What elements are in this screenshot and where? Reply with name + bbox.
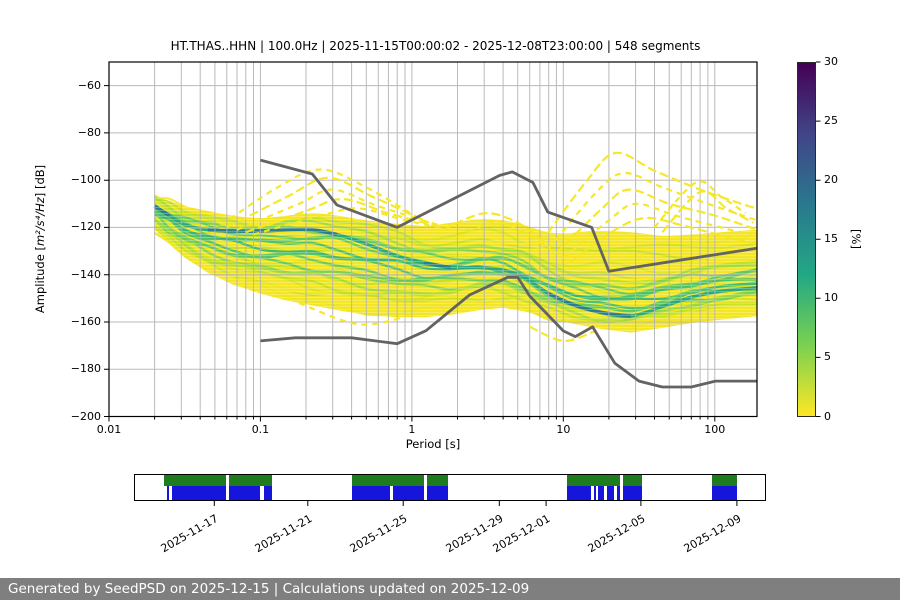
x-tick-label: 1 xyxy=(408,422,416,436)
y-axis-label-units: m²/s⁴/Hz xyxy=(33,197,47,247)
coverage-segment-blue xyxy=(263,485,272,500)
colorbar-tick-label: 10 xyxy=(824,291,838,305)
colorbar-tick-label: 5 xyxy=(824,350,831,364)
chart-title: HT.THAS..HHN | 100.0Hz | 2025-11-15T00:0… xyxy=(170,39,701,53)
footer-bar: Generated by SeedPSD on 2025-12-15 | Cal… xyxy=(0,578,900,600)
outlier-psd-curves xyxy=(220,151,757,343)
coverage-segment-blue xyxy=(171,485,226,500)
coverage-segment-green xyxy=(566,475,621,486)
x-tick-label: 0.1 xyxy=(251,422,270,436)
y-tick-label: −80 xyxy=(77,125,101,139)
x-tick-label: 10 xyxy=(556,422,571,436)
coverage-segment-blue xyxy=(352,485,391,500)
coverage-segment-green xyxy=(426,475,449,486)
colorbar xyxy=(797,62,816,417)
y-tick-label: −140 xyxy=(70,267,101,281)
low-noise-model-line xyxy=(260,275,757,389)
x-axis-label: Period [s] xyxy=(405,437,461,451)
coverage-segment-blue xyxy=(712,485,738,500)
ppsd-density xyxy=(153,194,757,333)
coverage-segment-blue xyxy=(598,485,605,500)
y-axis-label: Amplitude [m²/s⁴/Hz] [dB] xyxy=(33,165,47,313)
colorbar-label: [%] xyxy=(849,229,863,249)
colorbar-tick-label: 20 xyxy=(824,173,838,187)
y-axis-label-suffix: ] [dB] xyxy=(33,164,47,198)
y-tick-label: −60 xyxy=(77,78,101,92)
coverage-segment-blue xyxy=(426,485,449,500)
coverage-segment-blue xyxy=(228,485,261,500)
colorbar-tick-label: 25 xyxy=(824,114,838,128)
coverage-segment-green xyxy=(622,475,642,486)
axis-ticks xyxy=(104,61,821,422)
coverage-segment-green xyxy=(228,475,272,486)
coverage-segment-blue xyxy=(593,485,596,500)
coverage-segment-green xyxy=(352,475,424,486)
footer-text: Generated by SeedPSD on 2025-12-15 | Cal… xyxy=(8,581,530,597)
coverage-segment-blue xyxy=(606,485,615,500)
coverage-segment-green xyxy=(163,475,226,486)
coverage-segment-blue xyxy=(566,485,592,500)
colorbar-tick-label: 15 xyxy=(824,232,838,246)
coverage-segment-blue xyxy=(166,485,170,500)
timeline-ticks xyxy=(213,501,738,506)
coverage-timeline xyxy=(134,474,766,501)
y-tick-label: −200 xyxy=(70,409,101,423)
high-noise-model-line xyxy=(260,158,757,273)
y-tick-label: −160 xyxy=(70,314,101,328)
x-tick-label: 100 xyxy=(704,422,726,436)
coverage-segment-blue xyxy=(393,485,424,500)
y-tick-label: −100 xyxy=(70,173,101,187)
y-axis-label-prefix: Amplitude [ xyxy=(33,246,47,314)
y-tick-label: −120 xyxy=(70,220,101,234)
y-tick-label: −180 xyxy=(70,362,101,376)
coverage-segment-blue xyxy=(622,485,642,500)
coverage-segment-blue xyxy=(616,485,621,500)
x-tick-label: 0.01 xyxy=(96,422,122,436)
plot-border xyxy=(108,61,758,418)
colorbar-tick-label: 30 xyxy=(824,55,838,68)
colorbar-tick-label: 0 xyxy=(824,409,831,423)
timeline-date-label-anchor: 2025-12-09 xyxy=(537,507,744,555)
coverage-segment-green xyxy=(712,475,738,486)
